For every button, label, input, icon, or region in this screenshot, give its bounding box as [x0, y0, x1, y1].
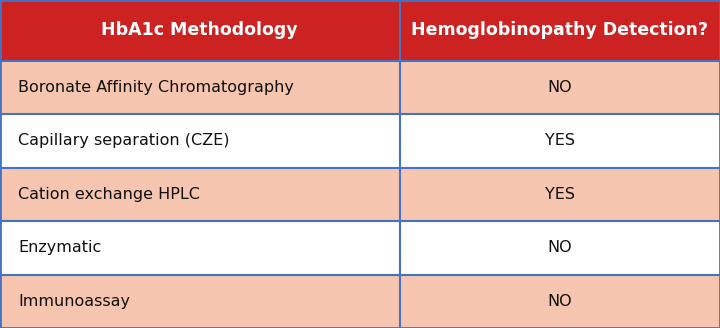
Text: NO: NO	[547, 294, 572, 309]
Text: Hemoglobinopathy Detection?: Hemoglobinopathy Detection?	[411, 21, 708, 39]
Text: NO: NO	[547, 240, 572, 255]
Text: Cation exchange HPLC: Cation exchange HPLC	[18, 187, 200, 202]
Text: NO: NO	[547, 80, 572, 95]
Bar	[0, 275, 720, 328]
Text: Immunoassay: Immunoassay	[18, 294, 130, 309]
Text: Enzymatic: Enzymatic	[18, 240, 102, 255]
Text: YES: YES	[545, 187, 575, 202]
Bar	[0, 168, 720, 221]
Text: Boronate Affinity Chromatography: Boronate Affinity Chromatography	[18, 80, 294, 95]
Text: HbA1c Methodology: HbA1c Methodology	[102, 21, 298, 39]
Bar	[0, 114, 720, 168]
Text: YES: YES	[545, 133, 575, 148]
Text: Capillary separation (CZE): Capillary separation (CZE)	[18, 133, 230, 148]
Bar	[0, 0, 720, 61]
Bar	[0, 61, 720, 114]
Bar	[0, 221, 720, 275]
